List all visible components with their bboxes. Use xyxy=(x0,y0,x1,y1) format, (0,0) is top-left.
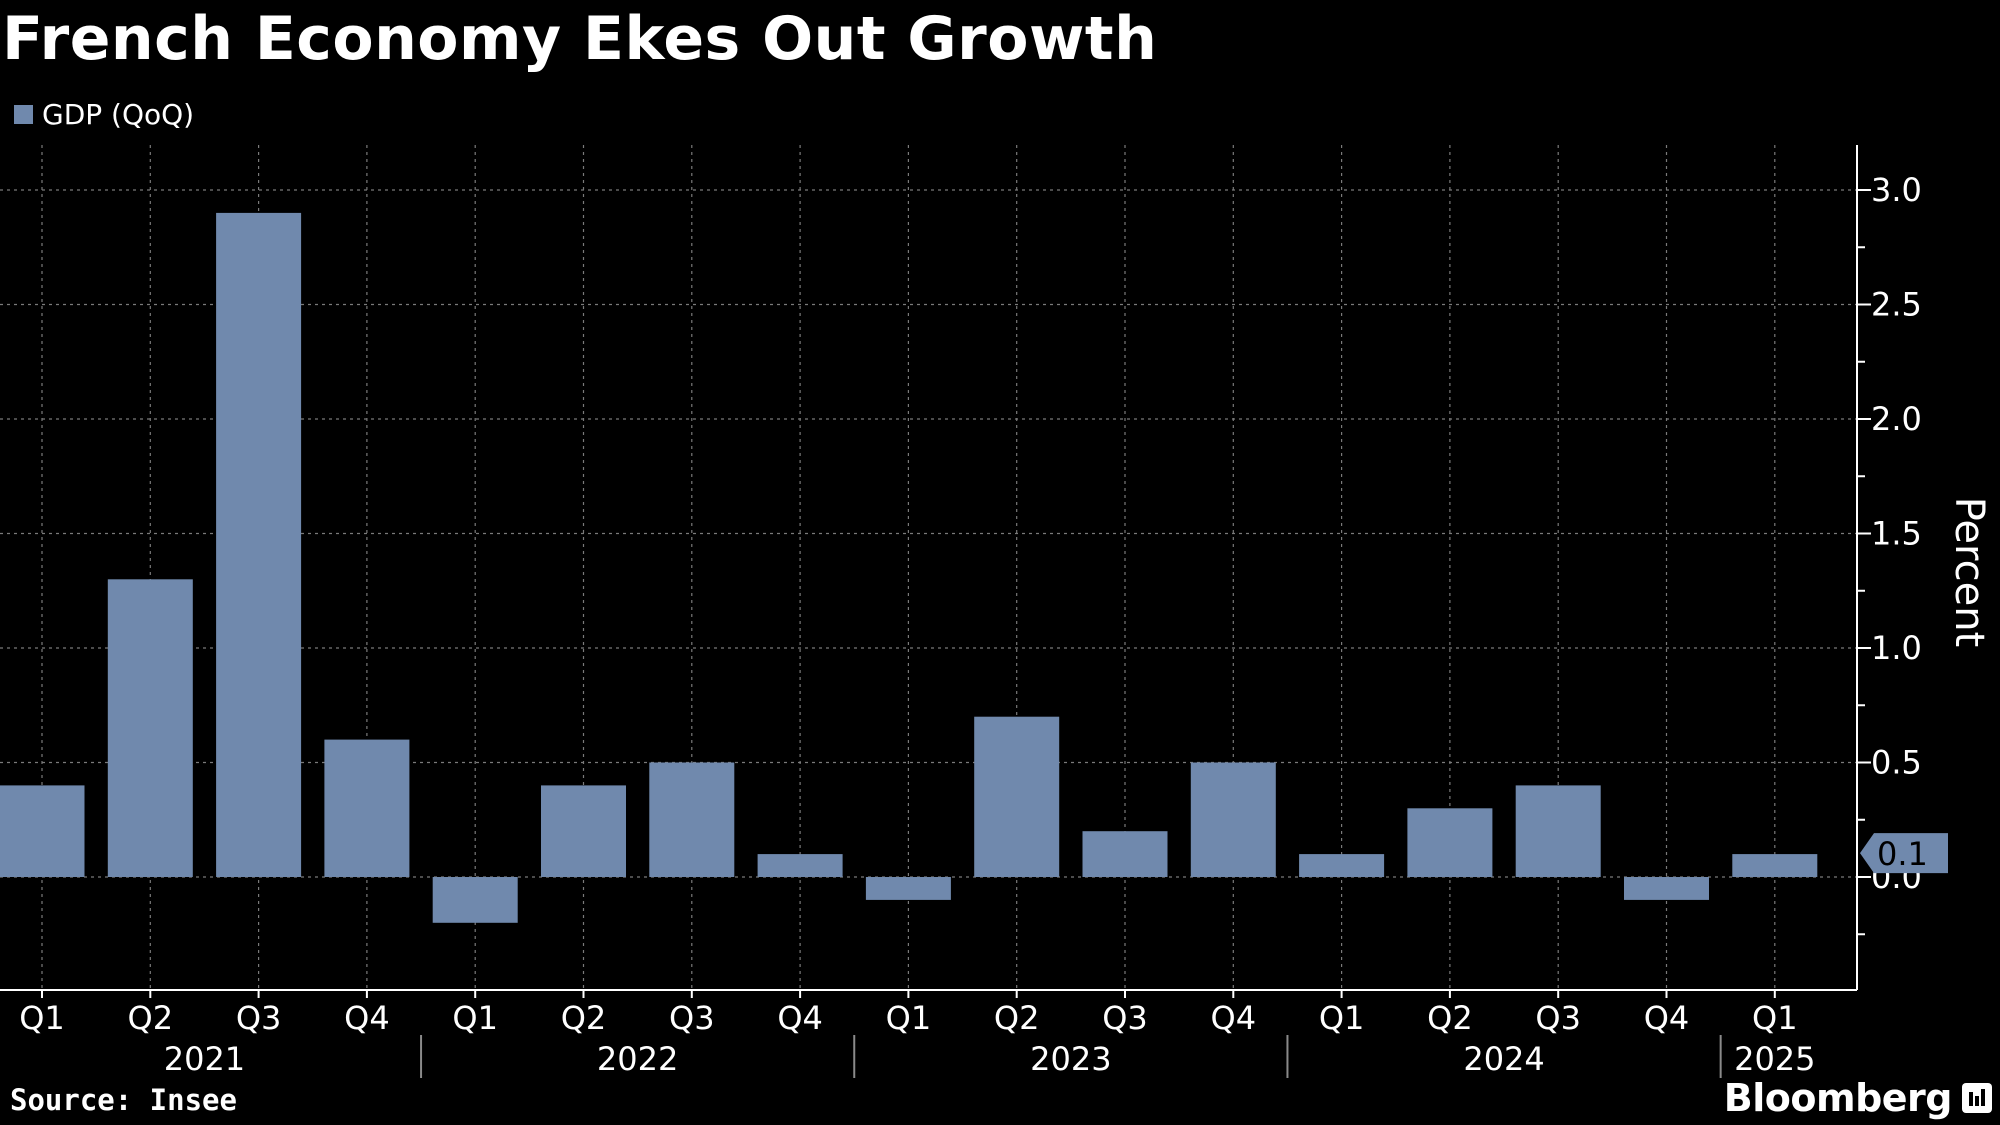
last-value-label: 0.1 xyxy=(1877,835,1928,873)
legend-label: GDP (QoQ) xyxy=(42,98,195,131)
y-tick-label: 0.5 xyxy=(1871,744,1922,782)
bar-q3-2021 xyxy=(216,212,302,877)
x-tick-label: Q1 xyxy=(19,999,65,1037)
bar-q2-2024 xyxy=(1407,808,1493,877)
bar-q4-2023 xyxy=(1190,762,1276,877)
year-label: 2024 xyxy=(1463,1040,1544,1078)
bar-q2-2022 xyxy=(541,785,626,877)
x-tick-label: Q4 xyxy=(777,999,823,1037)
bar-q1-2025 xyxy=(1732,854,1818,877)
bar-q1-2021 xyxy=(0,785,85,877)
y-tick-label: 3.0 xyxy=(1871,171,1922,209)
x-tick-label: Q3 xyxy=(669,999,715,1037)
legend: GDP (QoQ) xyxy=(14,98,194,131)
x-tick-label: Q3 xyxy=(236,999,282,1037)
x-tick-label: Q4 xyxy=(344,999,390,1037)
bar-q4-2022 xyxy=(757,854,843,877)
source-note: Source: Insee xyxy=(10,1083,237,1117)
y-tick-label: 2.5 xyxy=(1871,286,1922,324)
brand-name: Bloomberg xyxy=(1723,1076,1953,1120)
x-tick-label: Q2 xyxy=(1427,999,1473,1037)
bar-q4-2021 xyxy=(324,739,410,877)
x-tick-label: Q1 xyxy=(1319,999,1365,1037)
x-tick-label: Q2 xyxy=(561,999,607,1037)
legend-swatch xyxy=(14,105,33,124)
year-label: 2022 xyxy=(597,1040,678,1078)
bar-q2-2021 xyxy=(107,579,193,877)
bar-q1-2024 xyxy=(1299,854,1385,877)
bar-q3-2023 xyxy=(1082,831,1168,877)
last-value-tag xyxy=(1860,833,1948,874)
bar-q4-2024 xyxy=(1624,877,1709,900)
y-tick-label: 1.0 xyxy=(1871,629,1922,667)
bloomberg-logo: Bloomberg xyxy=(1724,1076,1992,1120)
x-tick-label: Q4 xyxy=(1211,999,1257,1037)
bar-q3-2022 xyxy=(649,762,735,877)
year-label: 2021 xyxy=(164,1040,245,1078)
x-tick-label: Q1 xyxy=(452,999,498,1037)
x-tick-label: Q2 xyxy=(128,999,174,1037)
bar-q1-2023 xyxy=(865,877,951,900)
year-label: 2025 xyxy=(1734,1040,1815,1078)
bar-q3-2024 xyxy=(1515,785,1601,877)
x-tick-label: Q3 xyxy=(1535,999,1581,1037)
year-label: 2023 xyxy=(1030,1040,1111,1078)
x-tick-label: Q1 xyxy=(886,999,932,1037)
y-tick-label: 2.0 xyxy=(1871,400,1922,438)
bar-q2-2023 xyxy=(974,716,1060,877)
chart-title: French Economy Ekes Out Growth xyxy=(2,4,1158,74)
x-tick-label: Q4 xyxy=(1644,999,1690,1037)
y-axis-label: Percent xyxy=(1946,497,1992,648)
x-tick-label: Q3 xyxy=(1102,999,1148,1037)
bloomberg-chart-icon xyxy=(1962,1083,1992,1113)
x-tick-label: Q2 xyxy=(994,999,1040,1037)
bar-q1-2022 xyxy=(432,877,518,923)
x-tick-label: Q1 xyxy=(1752,999,1798,1037)
y-tick-label: 1.5 xyxy=(1871,515,1922,553)
